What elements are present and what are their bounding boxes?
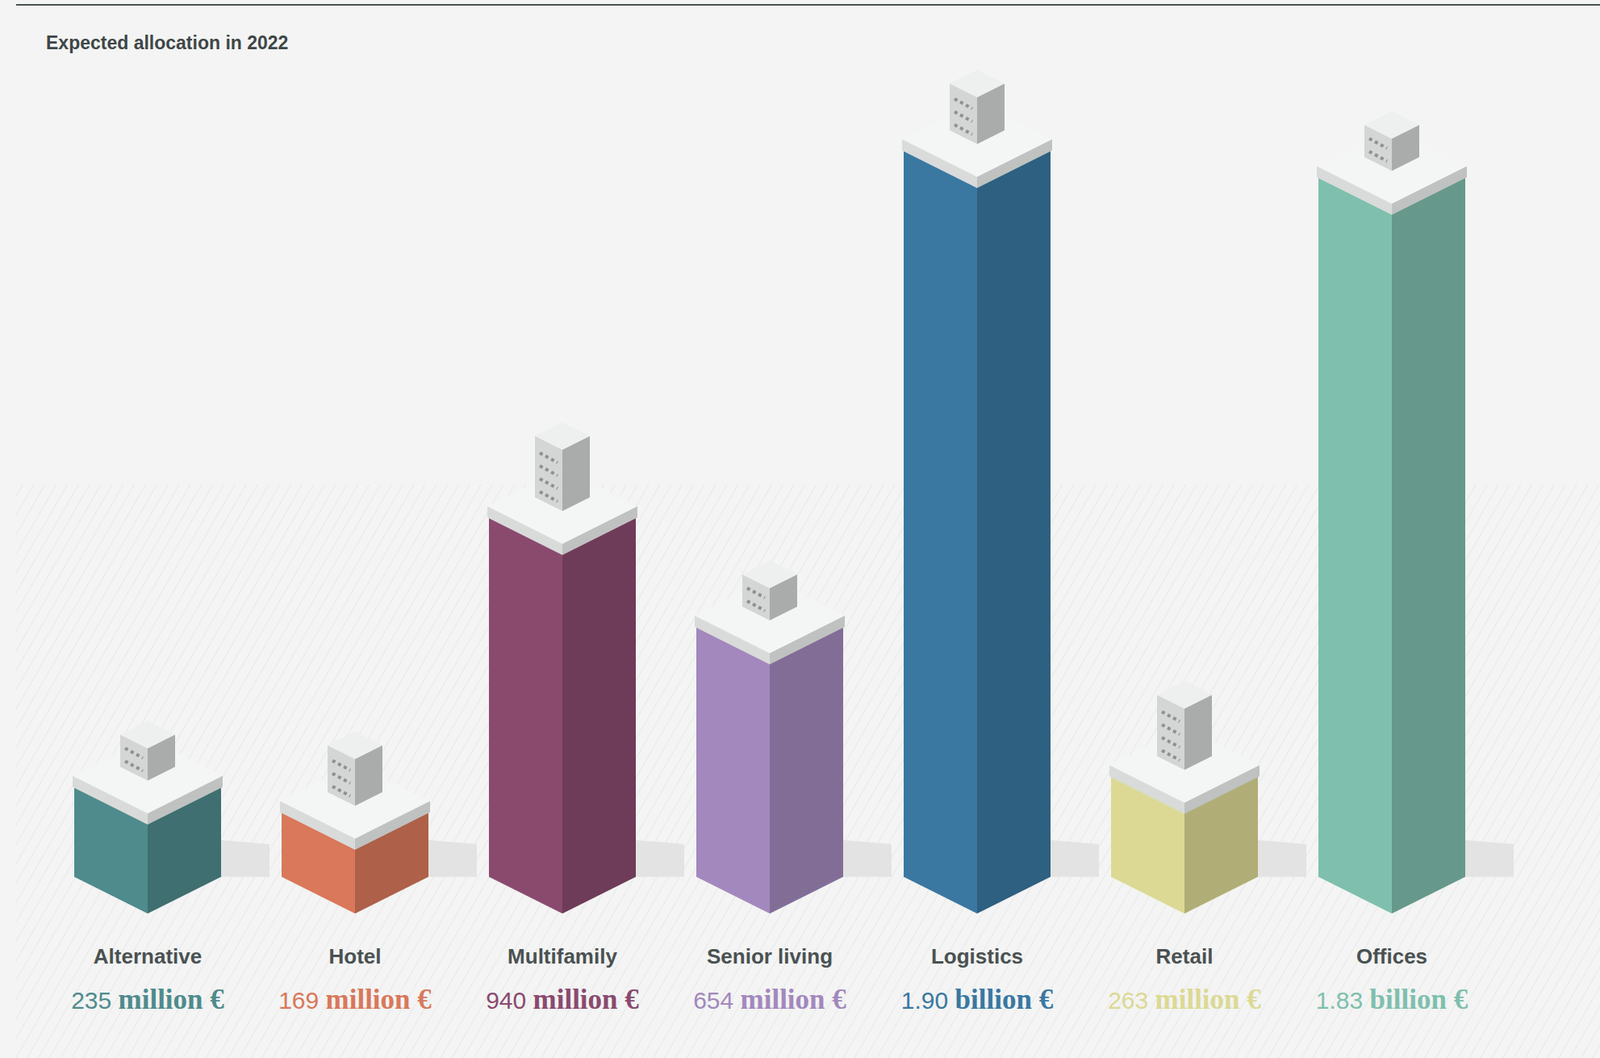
bar <box>696 626 844 914</box>
icon-top <box>120 720 176 748</box>
icon-windows <box>954 125 973 135</box>
value-number: 940 <box>485 986 533 1014</box>
value-number: 235 <box>71 986 118 1014</box>
bar <box>903 150 1051 915</box>
bar-right-face <box>977 150 1051 915</box>
value-unit: million € <box>118 983 226 1016</box>
icon-windows <box>1161 737 1180 748</box>
icon-windows <box>954 112 973 122</box>
icon-top <box>949 70 1005 98</box>
title: Expected allocation in 2022 <box>45 32 289 54</box>
value-number: 654 <box>693 986 740 1014</box>
value-label: 235 million € <box>71 983 225 1016</box>
icon-top <box>327 731 383 759</box>
bar <box>488 517 636 914</box>
value-label: 654 million € <box>693 983 847 1016</box>
icon-top <box>1364 111 1420 139</box>
icon-windows <box>1161 711 1180 722</box>
icon-windows <box>125 760 143 771</box>
icon-windows <box>1369 138 1387 149</box>
value-unit: million € <box>325 983 433 1016</box>
value-unit: million € <box>533 983 640 1016</box>
value-number: 1.83 <box>1315 986 1371 1014</box>
category-label: Multifamily <box>507 944 618 969</box>
value-unit: billion € <box>1370 983 1469 1016</box>
icon-windows <box>332 785 351 796</box>
bar-left-face <box>903 150 978 915</box>
value-number: 169 <box>278 986 326 1014</box>
icon-top <box>742 560 798 589</box>
value-unit: billion € <box>955 983 1054 1016</box>
category-label: Offices <box>1356 944 1428 969</box>
icon-windows <box>539 478 558 489</box>
bar-right-face <box>1391 177 1466 914</box>
value-unit: million € <box>740 983 848 1016</box>
icon-windows <box>1369 151 1387 162</box>
top-rule <box>16 4 1600 6</box>
category-label: Logistics <box>931 944 1024 969</box>
icon-windows <box>539 465 558 476</box>
icon-windows <box>539 452 558 463</box>
value-label: 1.90 billion € <box>901 983 1054 1016</box>
icon-windows <box>332 772 351 783</box>
bar-left-face <box>1318 177 1392 914</box>
icon-windows <box>747 601 765 611</box>
bar-left-face <box>488 517 563 914</box>
icon-windows <box>954 99 973 109</box>
icon-top <box>534 421 590 450</box>
icon-windows <box>539 491 558 502</box>
icon-windows <box>1161 724 1180 735</box>
category-label: Retail <box>1156 944 1214 969</box>
bar <box>1318 177 1466 914</box>
value-number: 1.90 <box>901 986 956 1014</box>
category-label: Senior living <box>706 944 833 969</box>
value-label: 1.83 billion € <box>1315 983 1469 1016</box>
category-label: Hotel <box>329 944 382 969</box>
icon-windows <box>332 760 351 770</box>
icon-windows <box>747 588 765 598</box>
bar-right-face <box>769 626 844 914</box>
icon-top <box>1157 680 1212 709</box>
icon-windows <box>125 747 143 758</box>
category-label: Alternative <box>93 944 202 969</box>
icon-windows <box>1161 750 1180 761</box>
value-label: 263 million € <box>1107 983 1262 1016</box>
value-unit: million € <box>1155 983 1262 1016</box>
background <box>0 0 1600 1058</box>
chart: Expected allocation in 2022 Alternative 23… <box>0 0 1600 1058</box>
value-number: 263 <box>1107 986 1155 1014</box>
bar-right-face <box>562 517 636 914</box>
value-label: 940 million € <box>485 983 640 1016</box>
bar-left-face <box>696 626 770 914</box>
value-label: 169 million € <box>278 983 432 1016</box>
